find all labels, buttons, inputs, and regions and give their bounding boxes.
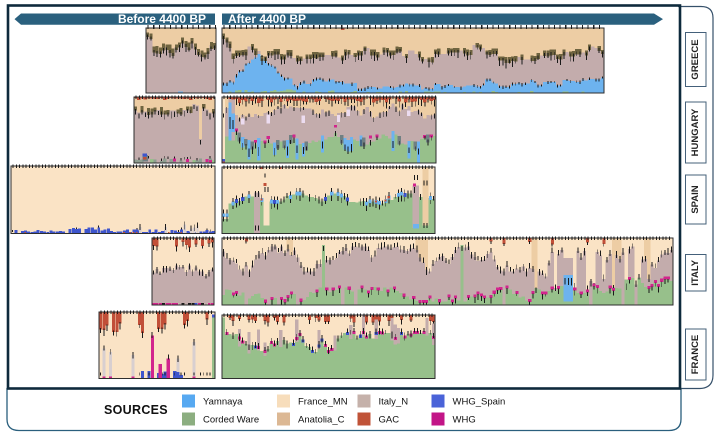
svg-text:SPAIN: SPAIN (690, 185, 701, 213)
svg-text:France_MN: France_MN (298, 397, 348, 408)
svg-text:Yamnaya: Yamnaya (203, 397, 243, 408)
svg-text:WHG_Spain: WHG_Spain (453, 397, 506, 408)
svg-text:SOURCES: SOURCES (104, 403, 168, 417)
svg-text:ITALY: ITALY (690, 259, 701, 286)
svg-text:GAC: GAC (379, 415, 400, 426)
svg-text:Italy_N: Italy_N (379, 397, 409, 408)
svg-text:GREECE: GREECE (690, 39, 701, 79)
svg-text:Corded Ware: Corded Ware (203, 415, 259, 426)
svg-text:WHG: WHG (453, 415, 476, 426)
svg-text:Before 4400 BP: Before 4400 BP (118, 12, 206, 26)
svg-text:After 4400 BP: After 4400 BP (228, 12, 306, 26)
svg-text:HUNGARY: HUNGARY (690, 108, 701, 156)
svg-text:FRANCE: FRANCE (690, 335, 701, 375)
svg-text:Anatolia_C: Anatolia_C (298, 415, 345, 426)
